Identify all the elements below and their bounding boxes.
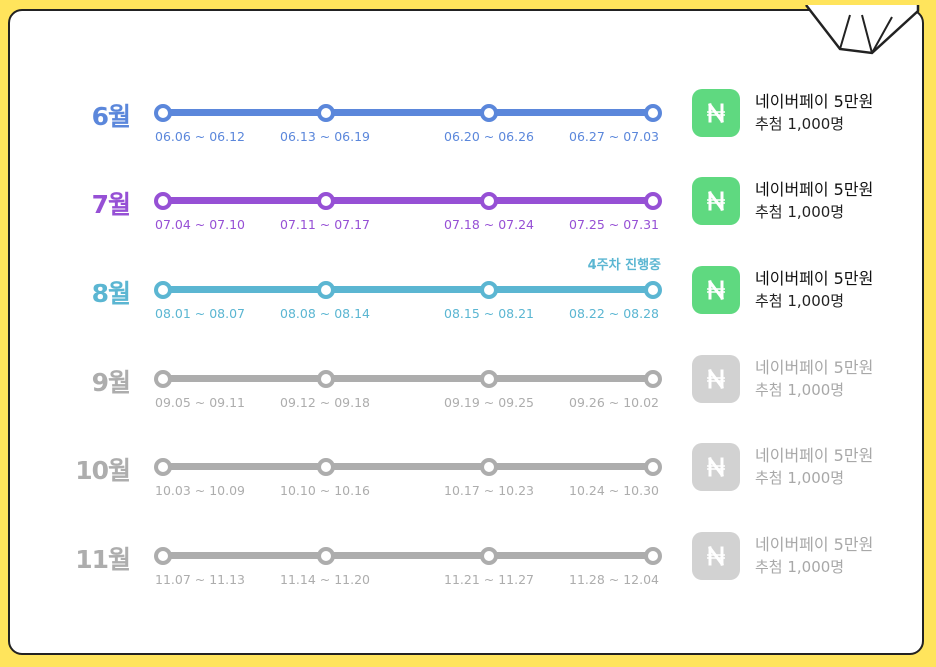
month-row: 9월 09.05 ~ 09.11 09.12 ~ 09.18 09.19 ~ 09.2… (0, 355, 936, 439)
month-label: 9월 (91, 368, 131, 397)
week-dot[interactable] (480, 547, 498, 565)
week-date-range: 10.10 ~ 10.16 (280, 483, 370, 498)
week-dot[interactable] (154, 458, 172, 476)
prize-title: 네이버페이 5만원 (755, 92, 874, 111)
track-line (159, 463, 657, 470)
week-date-range: 11.14 ~ 11.20 (280, 572, 370, 587)
track-line (159, 197, 657, 204)
prize-winners: 추첨 1,000명 (755, 292, 845, 310)
month-label: 11월 (75, 545, 131, 574)
week-track (154, 370, 662, 388)
track-line (159, 109, 657, 116)
week-dot[interactable] (644, 192, 662, 210)
naver-pay-icon (692, 443, 740, 491)
week-dot[interactable] (644, 370, 662, 388)
week-date-range: 07.18 ~ 07.24 (444, 217, 534, 232)
week-date-range: 10.17 ~ 10.23 (444, 483, 534, 498)
prize-winners: 추첨 1,000명 (755, 381, 845, 399)
week-dot[interactable] (317, 192, 335, 210)
week-dot[interactable] (317, 458, 335, 476)
prize-winners: 추첨 1,000명 (755, 203, 845, 221)
week-dot[interactable] (644, 458, 662, 476)
track-line (159, 375, 657, 382)
week-date-range: 07.11 ~ 07.17 (280, 217, 370, 232)
week-dot[interactable] (317, 547, 335, 565)
week-date-range: 09.05 ~ 09.11 (155, 395, 245, 410)
week-date-range: 07.25 ~ 07.31 (569, 217, 659, 232)
prize-title: 네이버페이 5만원 (755, 180, 874, 199)
month-row: 11월 11.07 ~ 11.13 11.14 ~ 11.20 11.21 ~ 11.… (0, 532, 936, 616)
prize-winners: 추첨 1,000명 (755, 469, 845, 487)
naver-pay-icon (692, 177, 740, 225)
week-date-range: 11.21 ~ 11.27 (444, 572, 534, 587)
week-dot[interactable] (480, 281, 498, 299)
week-dot[interactable] (480, 192, 498, 210)
week-date-range: 11.28 ~ 12.04 (569, 572, 659, 587)
week-dot[interactable] (154, 192, 172, 210)
month-row: 6월 06.06 ~ 06.12 06.13 ~ 06.19 06.20 ~ 06.2… (0, 89, 936, 173)
week-date-range: 08.08 ~ 08.14 (280, 306, 370, 321)
week-date-range: 07.04 ~ 07.10 (155, 217, 245, 232)
week-date-range: 06.27 ~ 07.03 (569, 129, 659, 144)
week-dot[interactable] (317, 104, 335, 122)
week-dot[interactable] (154, 281, 172, 299)
week-date-range: 10.24 ~ 10.30 (569, 483, 659, 498)
week-date-range: 08.15 ~ 08.21 (444, 306, 534, 321)
week-date-range: 09.12 ~ 09.18 (280, 395, 370, 410)
week-date-range: 09.19 ~ 09.25 (444, 395, 534, 410)
month-label: 7월 (91, 190, 131, 219)
week-dot[interactable] (480, 458, 498, 476)
week-dot[interactable] (154, 370, 172, 388)
naver-pay-icon (692, 89, 740, 137)
month-label: 6월 (91, 102, 131, 131)
week-track (154, 458, 662, 476)
week-date-range: 09.26 ~ 10.02 (569, 395, 659, 410)
naver-pay-icon (692, 355, 740, 403)
week-date-range: 08.22 ~ 08.28 (569, 306, 659, 321)
week-dot[interactable] (154, 104, 172, 122)
month-row: 10월 10.03 ~ 10.09 10.10 ~ 10.16 10.17 ~ 10.… (0, 443, 936, 527)
month-row: 7월 07.04 ~ 07.10 07.11 ~ 07.17 07.18 ~ 07.2… (0, 177, 936, 261)
week-date-range: 06.20 ~ 06.26 (444, 129, 534, 144)
prize-winners: 추첨 1,000명 (755, 115, 845, 133)
week-date-range: 08.01 ~ 08.07 (155, 306, 245, 321)
prize-title: 네이버페이 5만원 (755, 446, 874, 465)
week-track (154, 547, 662, 565)
week-dot[interactable] (644, 104, 662, 122)
track-line (159, 552, 657, 559)
month-row: 8월 08.01 ~ 08.07 08.08 ~ 08.14 08.15 ~ 08.2… (0, 258, 936, 350)
week-track (154, 104, 662, 122)
week-date-range: 06.13 ~ 06.19 (280, 129, 370, 144)
prize-title: 네이버페이 5만원 (755, 535, 874, 554)
week-dot[interactable] (480, 370, 498, 388)
week-dot[interactable] (644, 281, 662, 299)
prize-winners: 추첨 1,000명 (755, 558, 845, 576)
month-label: 10월 (75, 456, 131, 485)
week-date-range: 10.03 ~ 10.09 (155, 483, 245, 498)
naver-pay-icon (692, 532, 740, 580)
week-dot[interactable] (154, 547, 172, 565)
week-dot[interactable] (317, 281, 335, 299)
week-dot[interactable] (644, 547, 662, 565)
week-track (154, 192, 662, 210)
prize-title: 네이버페이 5만원 (755, 358, 874, 377)
week-date-range: 11.07 ~ 11.13 (155, 572, 245, 587)
diamond-icon (805, 5, 920, 55)
naver-pay-icon (692, 266, 740, 314)
month-label: 8월 (91, 279, 131, 308)
week-track (154, 281, 662, 299)
week-dot[interactable] (317, 370, 335, 388)
prize-title: 네이버페이 5만원 (755, 269, 874, 288)
week-date-range: 06.06 ~ 06.12 (155, 129, 245, 144)
week-dot[interactable] (480, 104, 498, 122)
track-line (159, 286, 657, 293)
progress-status-label: 4주차 진행중 (587, 258, 661, 273)
